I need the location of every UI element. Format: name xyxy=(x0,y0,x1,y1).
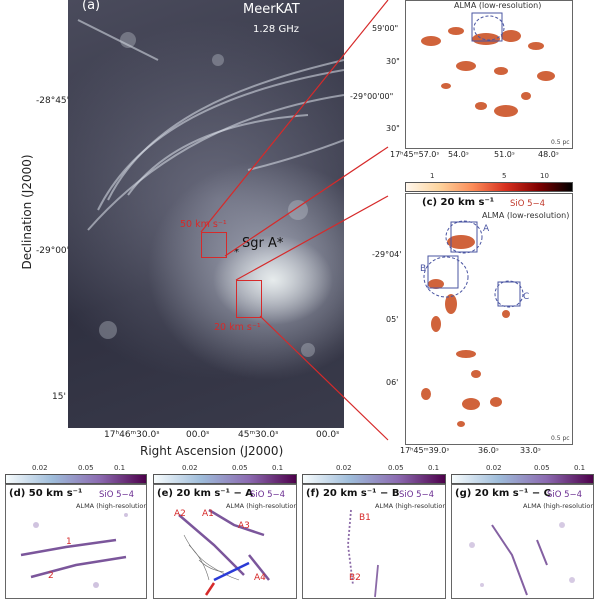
colorbar-e-tick-3: 0.1 xyxy=(272,464,284,472)
panel-c-ytick-3: 06' xyxy=(386,378,399,387)
panel-f-resolution: ALMA (high-resolution) xyxy=(375,502,446,510)
panel-a-label: (a) xyxy=(82,0,101,13)
panel-b-ytick-4: 30" xyxy=(386,124,400,133)
colorbar-heat-tick-3: 10 xyxy=(540,172,549,180)
panel-f-label-b1: B1 xyxy=(359,513,371,523)
colorbar-e-tick-1: 0.02 xyxy=(182,464,198,472)
colorbar-d-tick-1: 0.02 xyxy=(32,464,48,472)
box-20kms xyxy=(236,280,262,318)
colorbar-g-tick-1: 0.02 xyxy=(486,464,502,472)
panel-e-emission xyxy=(178,508,270,596)
panel-e-resolution: ALMA (high-resolution) xyxy=(226,502,297,510)
panel-b-xtick-3: 51.0ˢ xyxy=(494,150,515,159)
panel-g-emission xyxy=(469,522,575,596)
panel-g: (g) 20 km s⁻¹ − C SiO 5−4 ALMA (high-res… xyxy=(451,484,594,599)
panel-e-label-a1: A1 xyxy=(202,509,214,519)
panel-c-xtick-1: 17ʰ45ᵐ39.0ˢ xyxy=(400,446,450,455)
panel-f-label-b2: B2 xyxy=(349,573,361,583)
colorbar-d-tick-3: 0.1 xyxy=(114,464,126,472)
panel-c-resolution: ALMA (low-resolution) xyxy=(482,211,570,220)
panel-a-xtick-1: 17ʰ46ᵐ30.0ˢ xyxy=(104,430,160,440)
panel-d-resolution: ALMA (high-resolution) xyxy=(76,502,147,510)
meerkat-image-panel: (a) MeerKAT 1.28 GHz 50 km s⁻¹ 20 km s⁻¹… xyxy=(68,0,344,428)
meerkat-filaments xyxy=(77,19,344,357)
sgr-a-label: Sgr A* xyxy=(242,236,284,251)
panel-b: ALMA (low-resolution) 0.5 pc xyxy=(405,0,573,149)
panel-d-label-1: 1 xyxy=(66,537,72,547)
panel-f-title: (f) 20 km s⁻¹ − B xyxy=(306,488,400,499)
panel-c-ytick-2: 05' xyxy=(386,315,399,324)
panel-d-emission xyxy=(20,513,128,588)
panel-g-molecule: SiO 5−4 xyxy=(547,490,583,500)
panel-c-xtick-3: 33.0ˢ xyxy=(520,446,541,455)
panel-b-scale: 0.5 pc xyxy=(551,139,570,146)
colorbar-heat-tick-2: 5 xyxy=(502,172,507,180)
colorbar-d xyxy=(5,474,147,484)
panel-c-scale: 0.5 pc xyxy=(551,435,570,442)
panel-b-ytick-2: 30" xyxy=(386,57,400,66)
colorbar-f-tick-2: 0.05 xyxy=(388,464,404,472)
panel-a-xtick-3: 45ᵐ30.0ˢ xyxy=(238,430,279,440)
panel-b-ytick-3: -29°00'00" xyxy=(350,92,394,101)
panel-g-title: (g) 20 km s⁻¹ − C xyxy=(455,488,552,499)
box-c-label: C xyxy=(523,292,530,302)
colorbar-f-tick-1: 0.02 xyxy=(336,464,352,472)
frequency-label: 1.28 GHz xyxy=(253,24,299,35)
panel-d: (d) 50 km s⁻¹ SiO 5−4 ALMA (high-resolut… xyxy=(5,484,147,599)
colorbar-e xyxy=(153,474,297,484)
colorbar-g xyxy=(451,474,594,484)
colorbar-d-tick-2: 0.05 xyxy=(78,464,94,472)
panel-a-ylabel: Declination (J2000) xyxy=(20,154,34,270)
panel-c-ytick-1: -29°04' xyxy=(372,250,402,259)
panel-d-title: (d) 50 km s⁻¹ xyxy=(9,488,83,499)
panel-b-emission xyxy=(421,12,555,117)
panel-f-emission xyxy=(347,509,379,598)
cloud-20-label: 20 km s⁻¹ xyxy=(214,322,261,333)
panel-d-label-2: 2 xyxy=(48,571,54,581)
panel-b-xtick-1: 17ʰ45ᵐ57.0ˢ xyxy=(390,150,440,159)
panel-g-resolution: ALMA (high-resolution) xyxy=(523,502,594,510)
colorbar-f xyxy=(302,474,446,484)
panel-a-xlabel: Right Ascension (J2000) xyxy=(140,444,284,458)
panel-e-label-a3: A3 xyxy=(238,521,250,531)
panel-e-title: (e) 20 km s⁻¹ − A xyxy=(157,488,254,499)
panel-e-label-a2: A2 xyxy=(174,509,186,519)
panel-a-xtick-2: 00.0ˢ xyxy=(186,430,210,440)
colorbar-g-tick-2: 0.05 xyxy=(534,464,550,472)
panel-f-molecule: SiO 5−4 xyxy=(399,490,435,500)
panel-e-label-a4: A4 xyxy=(254,573,266,583)
box-50kms xyxy=(201,232,227,258)
colorbar-e-tick-2: 0.05 xyxy=(232,464,248,472)
sgr-a-marker: * xyxy=(234,247,239,258)
panel-e-molecule: SiO 5−4 xyxy=(250,490,286,500)
cloud-50-label: 50 km s⁻¹ xyxy=(180,219,227,230)
box-b-label: B xyxy=(420,264,427,274)
panel-c-title: (c) 20 km s⁻¹ xyxy=(422,197,495,208)
panel-b-ytick-1: 59'00" xyxy=(372,24,399,33)
panel-c-xtick-2: 36.0ˢ xyxy=(478,446,499,455)
colorbar-heat xyxy=(405,182,573,192)
panel-b-resolution: ALMA (low-resolution) xyxy=(454,1,542,10)
colorbar-g-tick-3: 0.1 xyxy=(574,464,586,472)
box-a-label: A xyxy=(483,224,490,234)
panel-c-emission xyxy=(421,220,524,427)
panel-b-xtick-2: 54.0ˢ xyxy=(448,150,469,159)
panel-a-ytick-2: -29°00' xyxy=(36,246,70,256)
telescope-label: MeerKAT xyxy=(243,2,300,17)
panel-b-xtick-4: 48.0ˢ xyxy=(538,150,559,159)
panel-c: (c) 20 km s⁻¹ SiO 5−4 ALMA (low-resoluti… xyxy=(405,193,573,445)
colorbar-f-tick-3: 0.1 xyxy=(428,464,440,472)
panel-a-xtick-4: 00.0ˢ xyxy=(316,430,340,440)
panel-d-molecule: SiO 5−4 xyxy=(99,490,135,500)
panel-c-molecule: SiO 5−4 xyxy=(510,199,546,209)
panel-f: (f) 20 km s⁻¹ − B SiO 5−4 ALMA (high-res… xyxy=(302,484,446,599)
panel-e: (e) 20 km s⁻¹ − A SiO 5−4 ALMA (high-res… xyxy=(153,484,297,599)
panel-a-ytick-3: 15' xyxy=(52,392,66,402)
colorbar-heat-tick-1: 1 xyxy=(430,172,435,180)
panel-a-ytick-1: -28°45' xyxy=(36,96,70,106)
